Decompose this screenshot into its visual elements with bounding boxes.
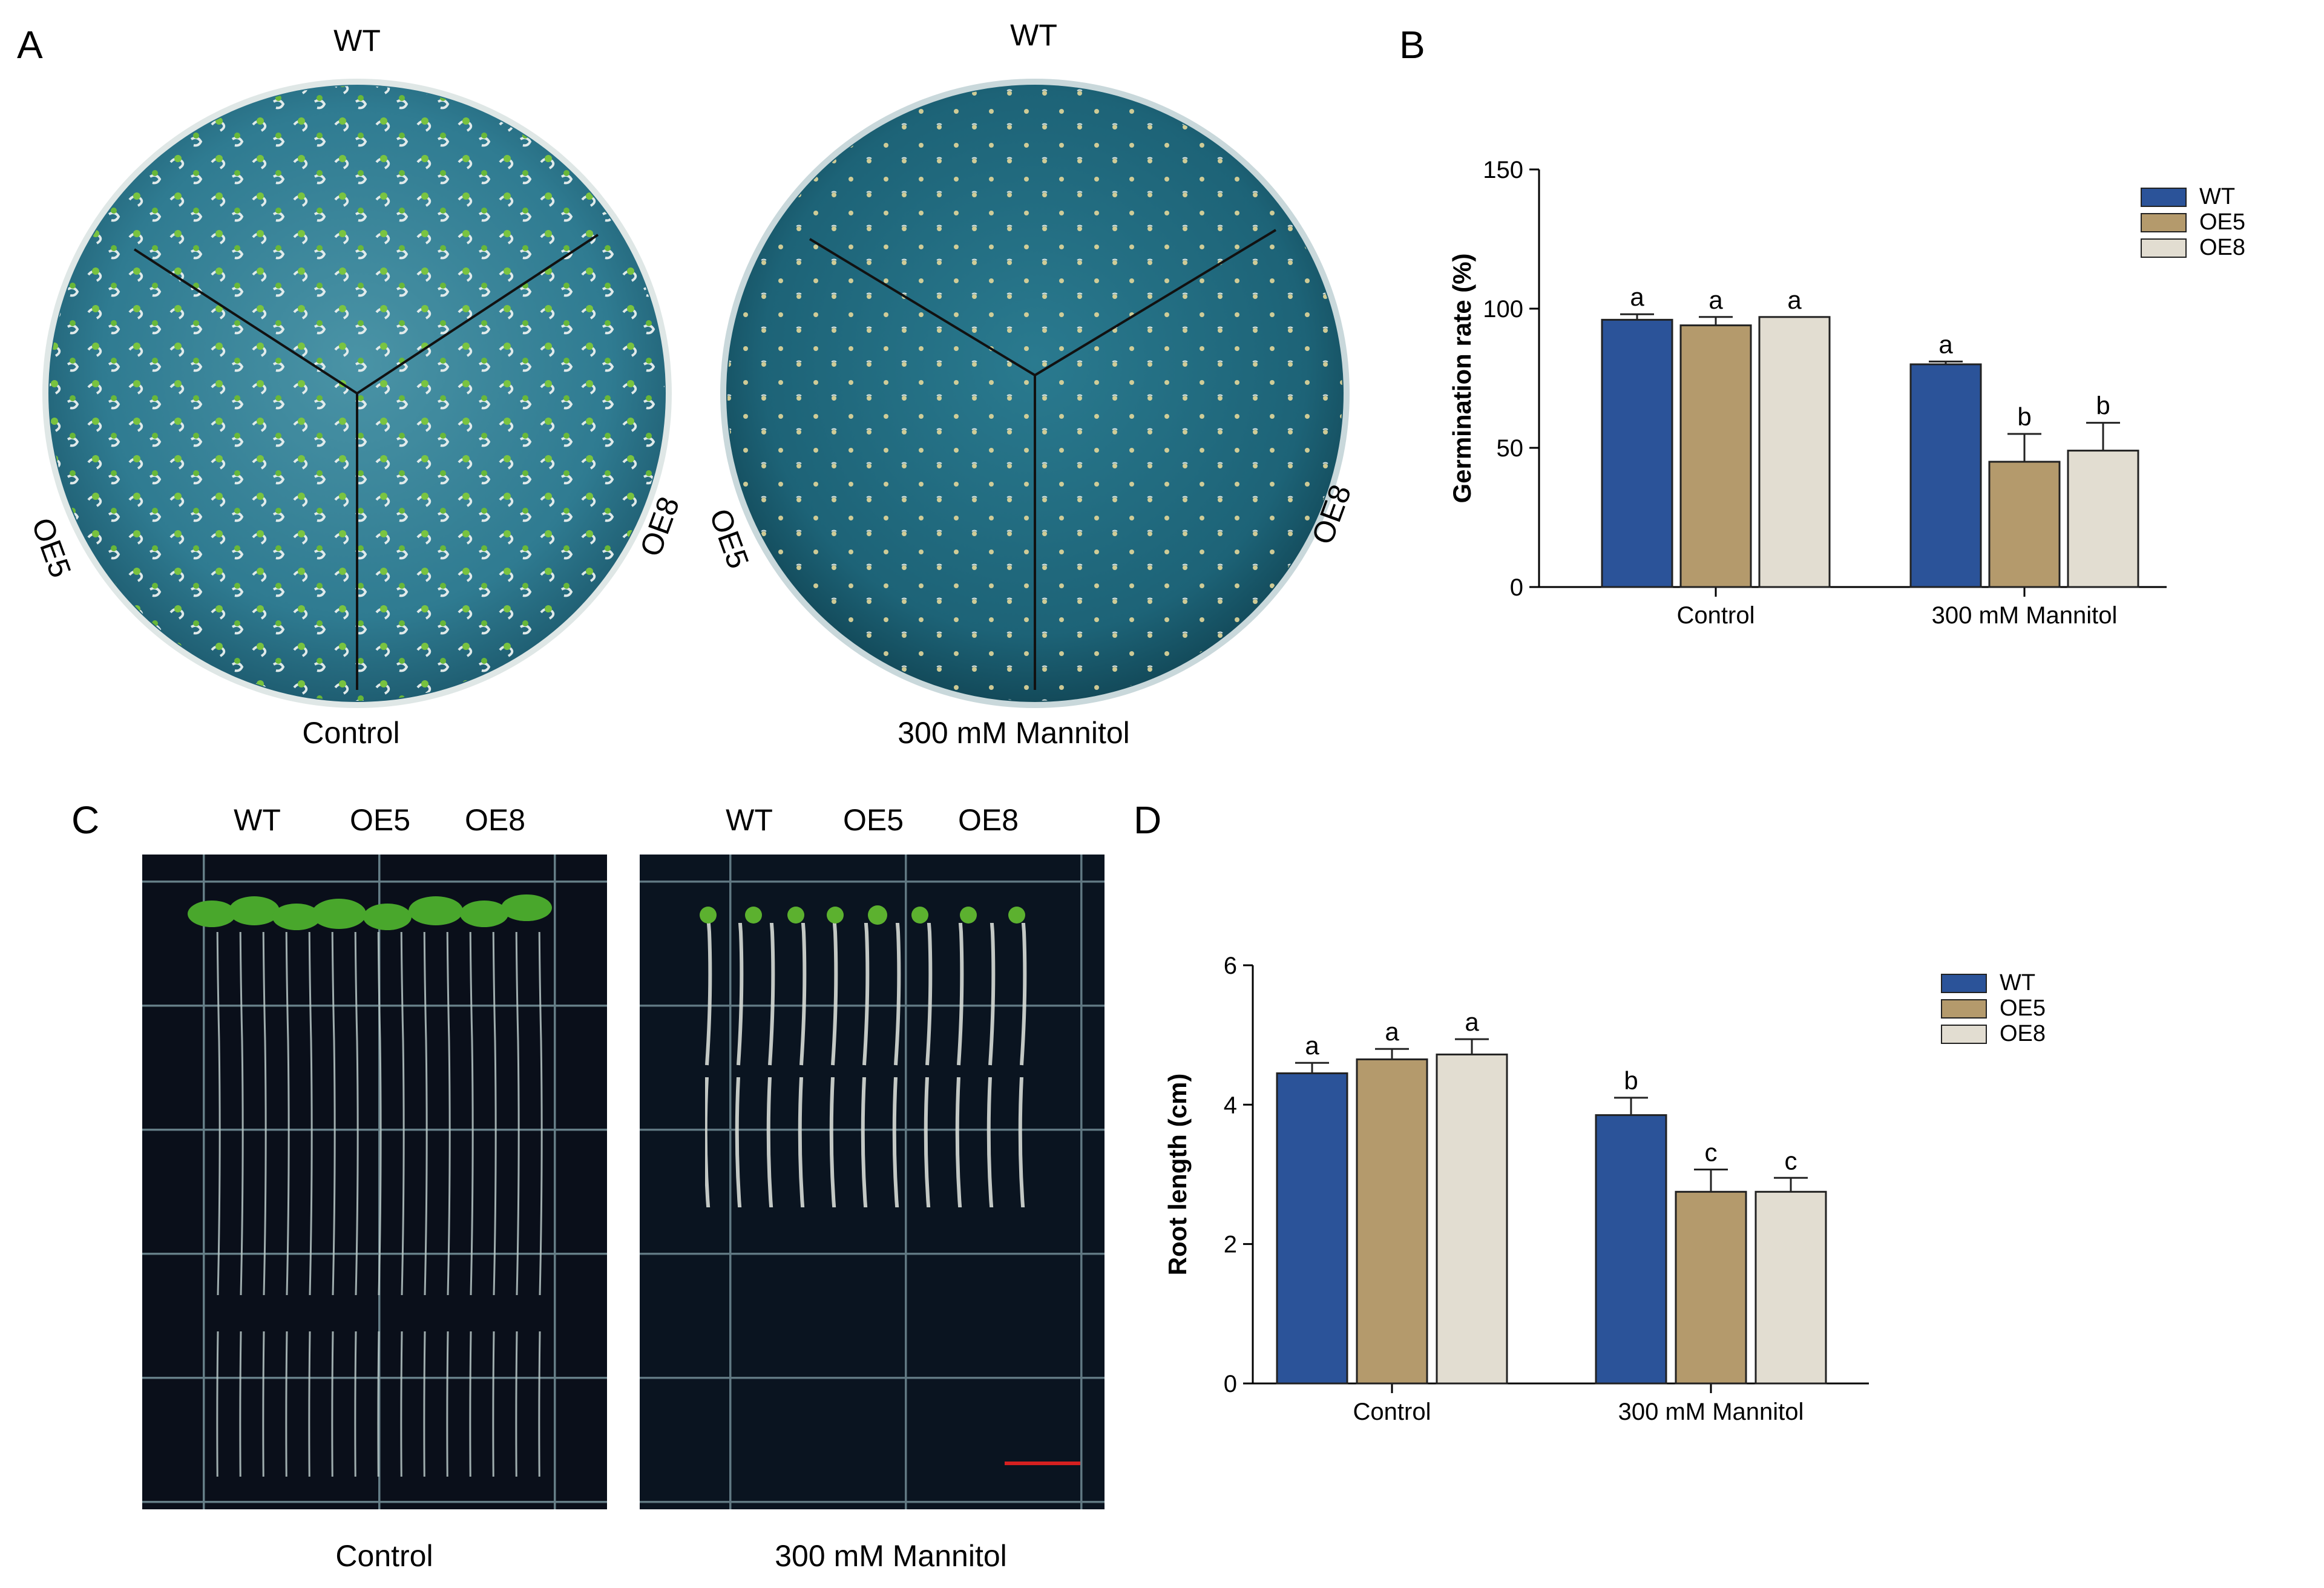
legend-swatch (1941, 1025, 1987, 1044)
x-tick-label: 300 mM Mannitol (1932, 602, 2118, 629)
x-tick-label: Control (1677, 602, 1755, 629)
panel-label-a: A (17, 23, 43, 67)
y-tick-label: 0 (1510, 574, 1523, 601)
bar (2067, 450, 2139, 588)
legend-label: OE5 (2000, 996, 2046, 1021)
x-tick-label: Control (1353, 1399, 1431, 1425)
control-plate (42, 79, 672, 708)
significance-letter: a (1787, 286, 1802, 314)
legend-swatch (1941, 999, 1987, 1019)
legend-swatch (1941, 974, 1987, 993)
legend-label: WT (2000, 970, 2035, 996)
mannitol-photo-label-wt: WT (726, 803, 773, 837)
bar (1909, 363, 1982, 588)
y-tick-label: 0 (1224, 1371, 1237, 1397)
mannitol-photo-caption: 300 mM Mannitol (775, 1539, 1007, 1573)
bar (1679, 324, 1752, 588)
x-tick-label: 300 mM Mannitol (1618, 1399, 1804, 1425)
y-tick-label: 4 (1224, 1092, 1237, 1118)
legend-label: OE8 (2199, 235, 2245, 260)
bar (1601, 318, 1673, 588)
bar (1436, 1053, 1508, 1385)
y-tick-label: 100 (1483, 296, 1523, 323)
significance-letter: b (1624, 1066, 1638, 1095)
significance-letter: c (1785, 1146, 1797, 1175)
panel-label-d: D (1134, 798, 1162, 842)
legend-label: OE8 (2000, 1021, 2046, 1046)
mannitol-plate-caption: 300 mM Mannitol (898, 716, 1130, 750)
control-photo-label-wt: WT (234, 803, 281, 837)
legend-swatch (2141, 188, 2187, 207)
bar (1754, 1190, 1827, 1385)
bar (1595, 1114, 1667, 1385)
legend-swatch (2141, 213, 2187, 232)
control-plate-caption: Control (302, 716, 400, 750)
significance-letter: b (2096, 392, 2110, 420)
mannitol-photo-label-oe5: OE5 (842, 803, 904, 837)
significance-letter: a (1385, 1017, 1399, 1046)
panel-a: WT OE5 OE8 Control WT OE5 OE8 300 mM Man… (0, 0, 1392, 787)
bar (1276, 1072, 1348, 1385)
significance-letter: a (1465, 1008, 1479, 1036)
mannitol-photo-label-oe8: OE8 (957, 803, 1019, 837)
significance-letter: a (1938, 330, 1953, 358)
mannitol-plate (720, 79, 1350, 708)
significance-letter: c (1705, 1138, 1718, 1166)
control-seedling-photo (142, 855, 607, 1509)
y-axis-label: Root length (cm) (1163, 1074, 1192, 1276)
y-tick-label: 2 (1224, 1232, 1237, 1258)
y-tick-label: 150 (1483, 157, 1523, 183)
y-axis-label: Germination rate (%) (1448, 253, 1476, 503)
y-tick-label: 50 (1497, 435, 1524, 462)
bar (1356, 1058, 1428, 1385)
mannitol-plate-label-wt: WT (1010, 18, 1057, 52)
panel-label-b: B (1399, 23, 1425, 67)
significance-letter: a (1709, 286, 1723, 314)
significance-letter: b (2017, 402, 2031, 431)
y-tick-label: 6 (1224, 953, 1237, 979)
root-growth-photos (142, 855, 1105, 1509)
significance-letter: a (1305, 1031, 1319, 1060)
bar (1988, 461, 2061, 588)
legend-label: OE5 (2199, 209, 2245, 235)
mannitol-seedling-photo (640, 855, 1105, 1509)
control-photo-label-oe8: OE8 (464, 803, 526, 837)
panel-c: WT OE5 OE8 Control WT OE5 OE8 300 mM Man… (0, 787, 1150, 1585)
root-length-chart: 0 2 4 6 Root length (cm) Control a a a 300 mM Man… (1163, 953, 2046, 1425)
control-plate-label-wt: WT (333, 24, 381, 57)
bar (1675, 1190, 1747, 1385)
legend-label: WT (2199, 184, 2235, 209)
petri-plates-photo (42, 79, 1350, 708)
panel-label-c: C (71, 798, 100, 842)
control-photo-caption: Control (335, 1539, 433, 1573)
significance-letter: a (1630, 283, 1644, 311)
control-photo-label-oe5: OE5 (349, 803, 411, 837)
bar (1758, 316, 1831, 588)
germination-rate-chart: 0 50 100 150 Germination rate (%) Control a a a 3… (1448, 157, 2245, 629)
legend-swatch (2141, 238, 2187, 258)
